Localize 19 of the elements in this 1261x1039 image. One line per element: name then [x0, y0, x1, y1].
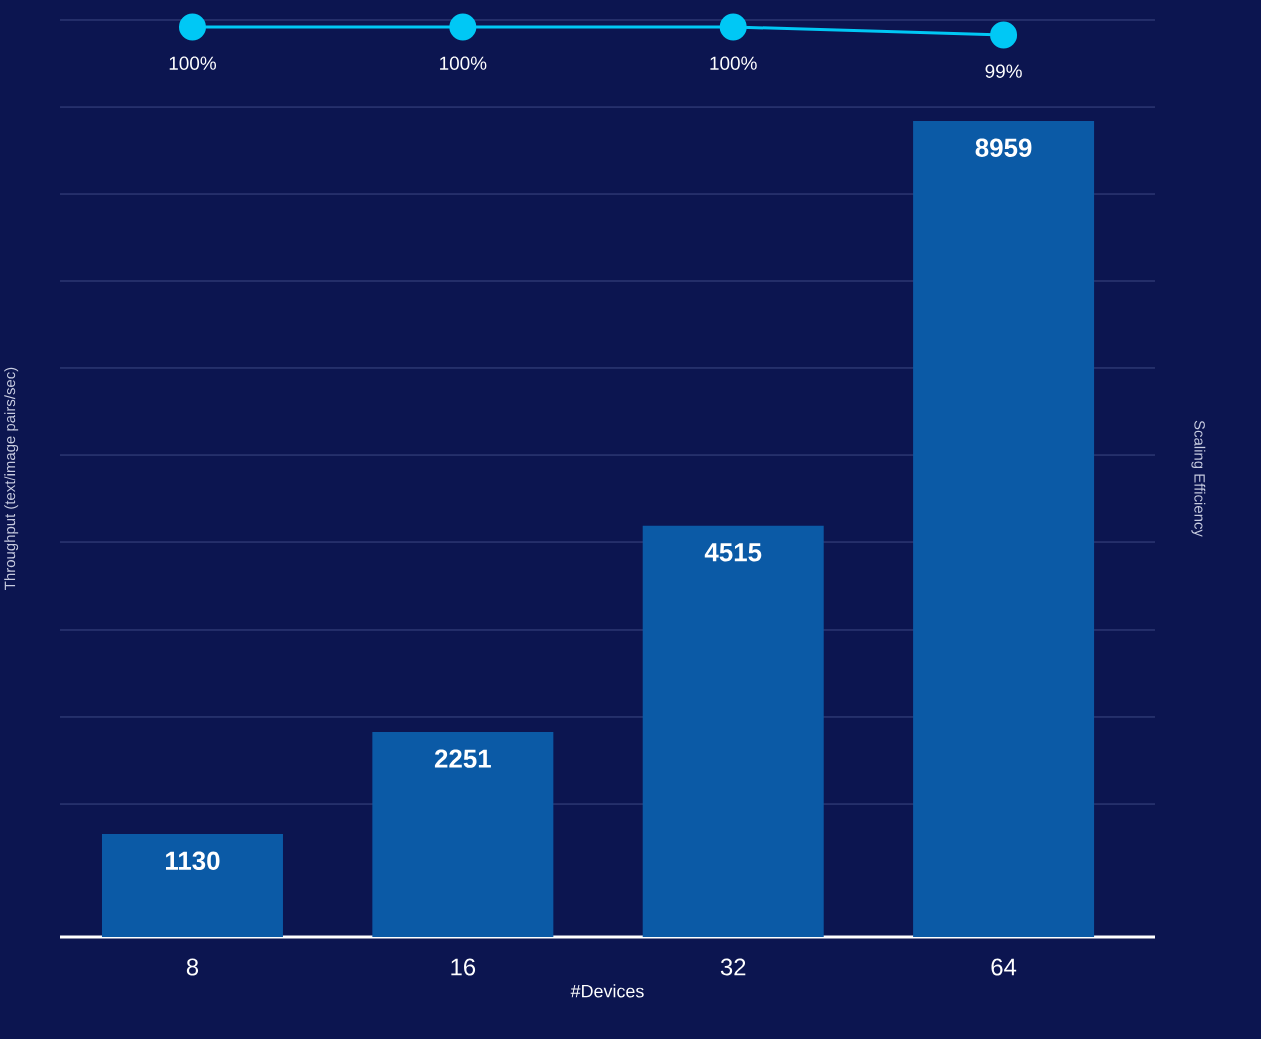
bar	[642, 525, 824, 937]
data-label: 100%	[169, 56, 216, 70]
x-tick-label: 8	[186, 958, 199, 976]
data-label: 1130	[166, 851, 220, 870]
bar	[913, 121, 1095, 937]
y2-axis-title: Scaling Efficiency	[1191, 420, 1206, 537]
x-tick-label: 64	[991, 958, 1017, 976]
data-label: 100%	[440, 56, 487, 70]
data-label: 8959	[975, 138, 1032, 157]
x-tick-label: 32	[720, 958, 746, 976]
x-tick-label: 16	[451, 958, 476, 976]
bar	[101, 834, 283, 937]
data-label: 4515	[704, 543, 762, 562]
x-axis-title: #Devices	[570, 984, 644, 998]
data-label: 2251	[434, 749, 491, 768]
data-label: 100%	[710, 56, 757, 70]
bar	[372, 732, 554, 937]
data-label: 99%	[985, 64, 1022, 78]
y-axis-title: Throughput (text/image pairs/sec)	[4, 367, 19, 590]
